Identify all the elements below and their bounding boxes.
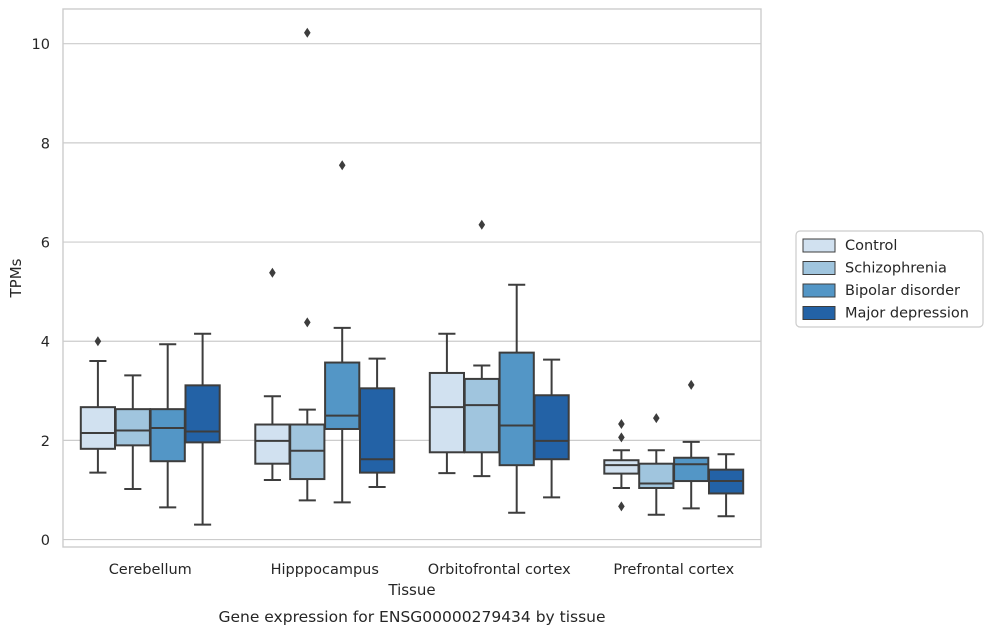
outlier-point [269, 267, 276, 278]
outlier-point [618, 432, 625, 443]
box-control [79, 360, 117, 474]
legend-item: Control [802, 238, 897, 254]
legend-swatch [802, 283, 836, 298]
outlier-point [687, 379, 695, 390]
iqr-box [149, 408, 186, 463]
y-tick-label: 10 [32, 37, 50, 53]
x-tick-labels: Cerebellum Hipppocampus Orbitofrontal cort… [109, 562, 735, 578]
iqr-box [673, 456, 710, 483]
outlier-point [304, 27, 311, 38]
outlier-point [478, 219, 486, 230]
outlier-point [338, 160, 346, 171]
box-schizophrenia [114, 374, 151, 490]
box-major-depression [184, 332, 221, 526]
outlier-point [618, 501, 625, 512]
outlier-point [653, 413, 660, 424]
legend: Control Schizophrenia Bipolar disorder Majo… [795, 230, 984, 328]
legend-label: Major depression [845, 306, 969, 322]
legend-item: Schizophrenia [802, 261, 947, 277]
iqr-box [184, 384, 221, 444]
legend-swatch [802, 306, 836, 320]
iqr-box [498, 351, 535, 467]
box-schizophrenia [289, 408, 326, 502]
iqr-box [533, 394, 570, 461]
legend-frame [795, 230, 984, 328]
box-bipolar-disorder [673, 440, 710, 510]
x-tick-label: Cerebellum [109, 562, 192, 578]
iqr-box [603, 459, 640, 475]
outlier-point [304, 317, 311, 328]
x-tick-label: Hipppocampus [271, 562, 379, 578]
y-axis-label: TPMs [7, 258, 25, 298]
outliers [94, 27, 695, 512]
box-major-depression [533, 358, 570, 499]
iqr-box [463, 377, 500, 454]
legend-swatch [802, 261, 836, 275]
box-control [603, 449, 640, 489]
x-tick-label: Prefrontal cortex [613, 562, 734, 578]
legend-label: Bipolar disorder [845, 283, 960, 299]
iqr-box [254, 423, 291, 465]
boxes [79, 283, 745, 526]
legend-item: Major depression [802, 306, 969, 322]
x-axis-label: Tissue [387, 581, 435, 599]
x-tick-label: Orbitofrontal cortex [428, 562, 571, 578]
y-tick-label: 6 [41, 236, 50, 252]
legend-label: Control [845, 238, 897, 254]
figure-caption: Gene expression for ENSG00000279434 by t… [218, 608, 605, 626]
box-control [254, 395, 291, 482]
y-tick-label: 4 [41, 335, 50, 351]
y-tick-label: 2 [41, 434, 50, 450]
y-tick-labels: 0 2 4 6 8 10 [32, 37, 50, 549]
outlier-point [618, 419, 625, 430]
iqr-box [114, 408, 151, 447]
box-bipolar-disorder [149, 343, 186, 509]
legend-label: Schizophrenia [845, 261, 947, 277]
iqr-box [428, 371, 466, 454]
legend-item: Bipolar disorder [802, 283, 960, 299]
box-schizophrenia [638, 449, 675, 516]
box-bipolar-disorder [498, 283, 535, 514]
y-tick-label: 0 [41, 533, 50, 549]
box-major-depression [358, 357, 396, 489]
outlier-point [94, 336, 102, 347]
y-tick-label: 8 [41, 136, 50, 152]
iqr-box [324, 361, 361, 430]
box-major-depression [707, 453, 745, 518]
legend-swatch [802, 238, 836, 253]
iqr-box [79, 406, 117, 450]
